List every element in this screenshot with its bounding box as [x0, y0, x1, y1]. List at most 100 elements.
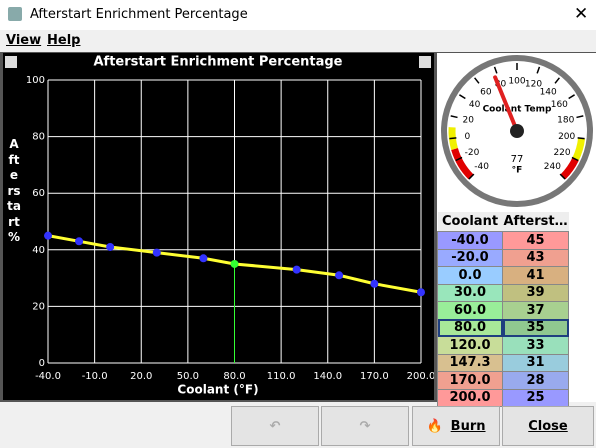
table-cell[interactable]: -20.0 [437, 248, 503, 267]
gauge-tick-label: 200 [558, 132, 575, 142]
gauge-tick [576, 115, 584, 119]
gauge-tick-label: 0 [464, 132, 470, 142]
gauge-band [451, 147, 474, 180]
table-cell[interactable]: 37 [501, 301, 570, 320]
x-tick-label: 80.0 [223, 371, 245, 382]
x-tick-label: 50.0 [177, 371, 199, 382]
table-cell[interactable]: 80.0 [437, 318, 503, 337]
point [199, 254, 208, 263]
point [44, 231, 52, 240]
gauge-tick [554, 77, 560, 84]
point [152, 248, 161, 257]
close-x[interactable]: ✕ [574, 4, 589, 24]
table-cell[interactable]: 200.0 [437, 388, 503, 407]
table-row[interactable]: -20.0 43 [437, 248, 570, 267]
table-row[interactable]: 147.3 31 [437, 353, 570, 372]
gauge-tick-label: 20 [463, 115, 475, 125]
table-cell[interactable]: 45 [501, 231, 570, 250]
table-cell[interactable]: -40.0 [437, 231, 503, 250]
gauge-tick-label: 100 [508, 77, 525, 87]
point [417, 288, 425, 297]
x-tick-label: -10.0 [82, 371, 108, 382]
menu-button[interactable] [5, 56, 17, 68]
point [292, 265, 301, 274]
line [47, 234, 422, 294]
table-cell[interactable]: 120.0 [437, 336, 503, 355]
chart: Afterstart Enrichment Percentage Coolant… [3, 53, 434, 400]
table-cell[interactable]: 35 [501, 318, 570, 337]
y-tick-label: 0 [39, 358, 45, 369]
x-tick-label: -40.0 [35, 371, 61, 382]
table-cell[interactable]: 170.0 [437, 371, 503, 390]
gauge-tick [536, 66, 541, 74]
gauge-tick [474, 77, 480, 84]
gauge-tick-label: 60 [480, 87, 492, 97]
table-row[interactable]: 200.0 25 [437, 388, 570, 407]
table-cell[interactable]: 30.0 [437, 283, 503, 302]
x-tick-label: 110.0 [267, 371, 296, 382]
title-bar: Afterstart Enrichment Percentage ✕ [0, 0, 596, 30]
gauge-tick-label: 160 [551, 100, 568, 110]
y-tick-label: 100 [26, 75, 45, 86]
redo-button[interactable]: ↷ [321, 406, 409, 446]
burn-button[interactable]: 🔥 Burn [412, 406, 500, 446]
button-label: Burn [450, 418, 486, 434]
gauge-tick [455, 156, 463, 162]
gauge-tick-label: 180 [557, 115, 574, 125]
gauge-tick-label: 40 [469, 100, 481, 110]
table: Coolant Afterst… -40.0 45 -20.0 43 0.0 41 30.0 3… [437, 212, 570, 407]
y-tick-label: 40 [32, 245, 45, 256]
point [370, 279, 379, 288]
y-tick-label: 80 [32, 132, 45, 143]
gauge-tick [568, 94, 575, 100]
gauge-label: Coolant Temp [483, 105, 552, 115]
x-tick-label: 140.0 [313, 371, 342, 382]
menu-item[interactable]: View [6, 33, 42, 48]
table-row[interactable]: 80.0 35 [437, 318, 570, 337]
app-icon [8, 7, 22, 21]
table-row[interactable]: 30.0 39 [437, 283, 570, 302]
menu-button[interactable] [419, 56, 431, 68]
y-tick-label: 60 [32, 188, 45, 199]
table-cell[interactable]: 60.0 [437, 301, 503, 320]
menu-item[interactable]: Help [47, 33, 81, 48]
close-button[interactable]: Close [502, 406, 594, 446]
undo-button[interactable]: ↶ [231, 406, 319, 446]
table-row[interactable]: 120.0 33 [437, 336, 570, 355]
y-axis-label: Afterstart % [7, 137, 21, 244]
table-row[interactable]: 170.0 28 [437, 371, 570, 390]
table-cell[interactable]: 147.3 [437, 353, 503, 372]
gauge-tick [450, 115, 458, 119]
table-cell[interactable]: 41 [501, 266, 570, 285]
point [230, 259, 239, 268]
table-cell[interactable]: 0.0 [437, 266, 503, 285]
gauge-needle [493, 75, 519, 133]
x-tick-label: 20.0 [130, 371, 152, 382]
gauge-tick-label: -20 [465, 148, 480, 158]
point [335, 271, 344, 280]
table-row[interactable]: -40.0 45 [437, 231, 570, 250]
point [75, 237, 84, 246]
x-tick-label: 200.0 [407, 371, 434, 382]
column-header: Afterst… [502, 212, 569, 232]
table-cell[interactable]: 43 [501, 248, 570, 267]
table-panel: Coolant Afterst… -40.0 45 -20.0 43 0.0 41 30.0 3… [437, 212, 596, 407]
table-cell[interactable]: 25 [501, 388, 570, 407]
table-cell[interactable]: 39 [501, 283, 570, 302]
point [106, 242, 115, 251]
table-row[interactable]: 60.0 37 [437, 301, 570, 320]
table-cell[interactable]: 31 [501, 353, 570, 372]
gauge-tick [577, 137, 585, 140]
table-cell[interactable]: 28 [501, 371, 570, 390]
button-label: Close [528, 418, 568, 434]
gauge-tick-label: 140 [540, 87, 557, 97]
x-axis-label: Coolant (°F) [177, 383, 258, 397]
chart-title: Afterstart Enrichment Percentage [94, 55, 343, 70]
gauge-tick [571, 156, 579, 162]
gauge-value: 77 [511, 154, 524, 165]
table-row[interactable]: 0.0 41 [437, 266, 570, 285]
table-cell[interactable]: 33 [501, 336, 570, 355]
gauge-tick-label: 120 [525, 79, 542, 89]
gauge-tick [459, 94, 466, 100]
